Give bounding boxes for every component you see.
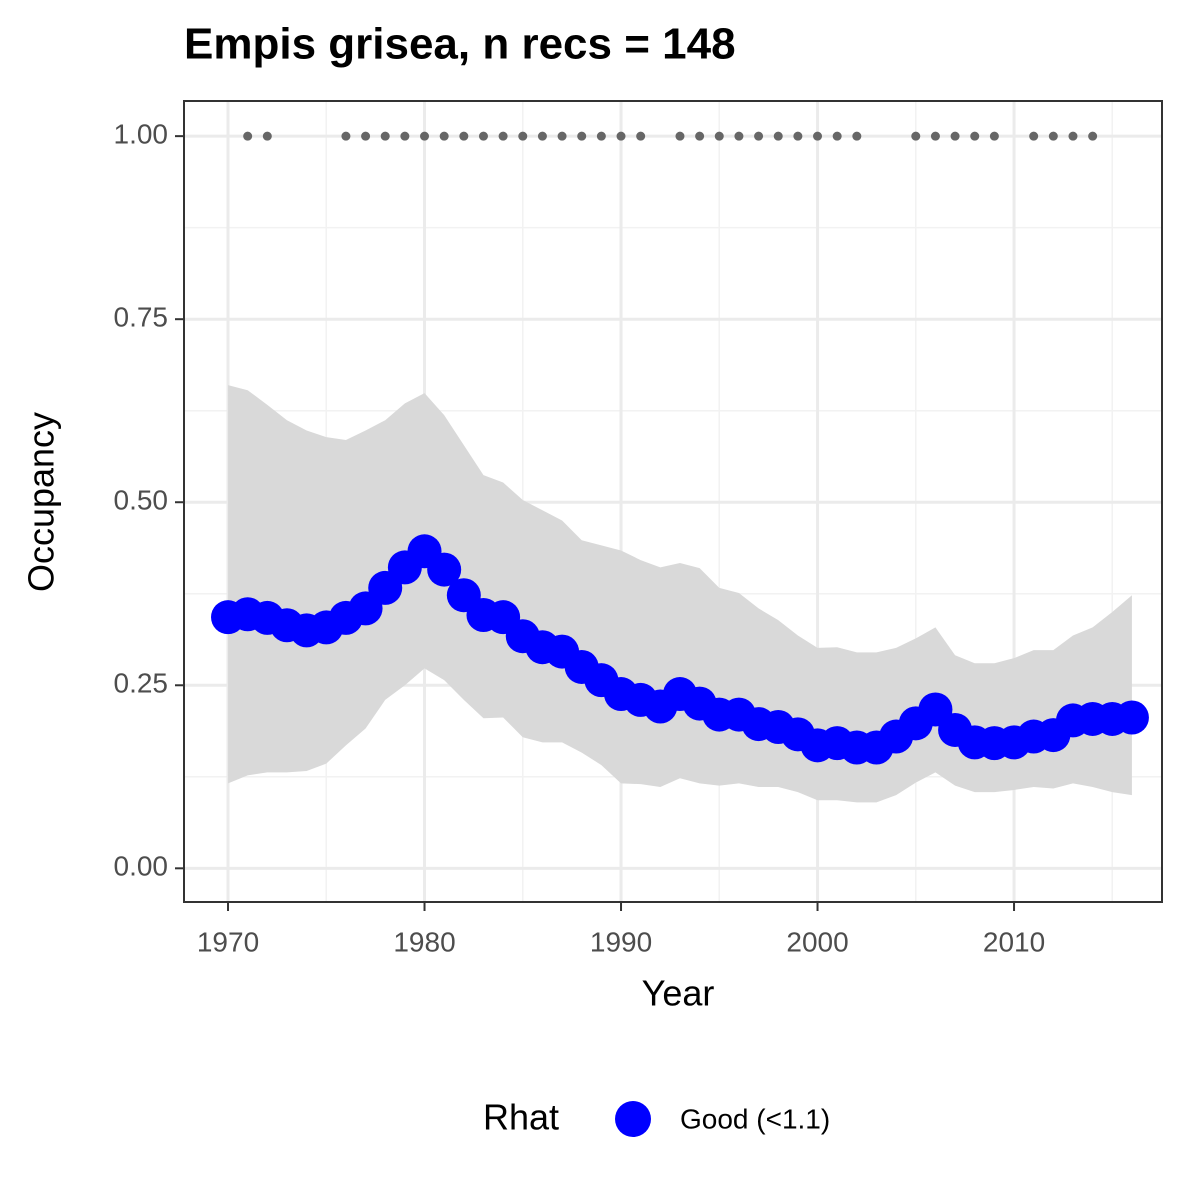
record-point [773,131,783,141]
record-point [754,131,764,141]
record-point [832,131,842,141]
y-tick-label: 0.25 [114,668,169,699]
record-point [439,131,449,141]
record-point [1029,131,1039,141]
record-point [537,131,547,141]
record-point [714,131,724,141]
y-tick-label: 0.50 [114,485,169,516]
legend-key [615,1101,651,1137]
record-point [950,131,960,141]
record-point [243,131,253,141]
record-point [911,131,921,141]
x-axis-label: Year [642,973,715,1014]
record-point [1068,131,1078,141]
record-point [695,131,705,141]
record-point [262,131,272,141]
y-axis-label: Occupancy [21,412,62,592]
record-point [459,131,469,141]
record-point [518,131,528,141]
record-point [400,131,410,141]
record-point [636,131,646,141]
x-tick-label: 2010 [983,926,1045,957]
legend-title: Rhat [483,1097,559,1138]
record-point [478,131,488,141]
record-point [852,131,862,141]
record-point [420,131,430,141]
record-point [930,131,940,141]
x-tick-label: 2000 [786,926,848,957]
record-point [970,131,980,141]
record-point [361,131,371,141]
record-point [813,131,823,141]
record-point [675,131,685,141]
chart-title: Empis grisea, n recs = 148 [184,20,736,69]
y-tick-label: 0.00 [114,851,169,882]
confidence-band [228,385,1132,803]
panel-border [183,100,1163,903]
record-point [1088,131,1098,141]
record-point [577,131,587,141]
record-point [557,131,567,141]
x-tick-label: 1970 [197,926,259,957]
record-point [734,131,744,141]
record-point [1048,131,1058,141]
y-tick-label: 0.75 [114,302,169,333]
record-point [341,131,351,141]
x-tick-label: 1990 [590,926,652,957]
record-point [616,131,626,141]
legend-label: Good (<1.1) [680,1103,830,1134]
y-tick-label: 1.00 [114,119,169,150]
data-point [427,552,462,587]
data-point [1114,700,1149,735]
record-point [989,131,999,141]
record-point [498,131,508,141]
x-tick-label: 1980 [393,926,455,957]
record-point [793,131,803,141]
record-point [380,131,390,141]
record-point [596,131,606,141]
